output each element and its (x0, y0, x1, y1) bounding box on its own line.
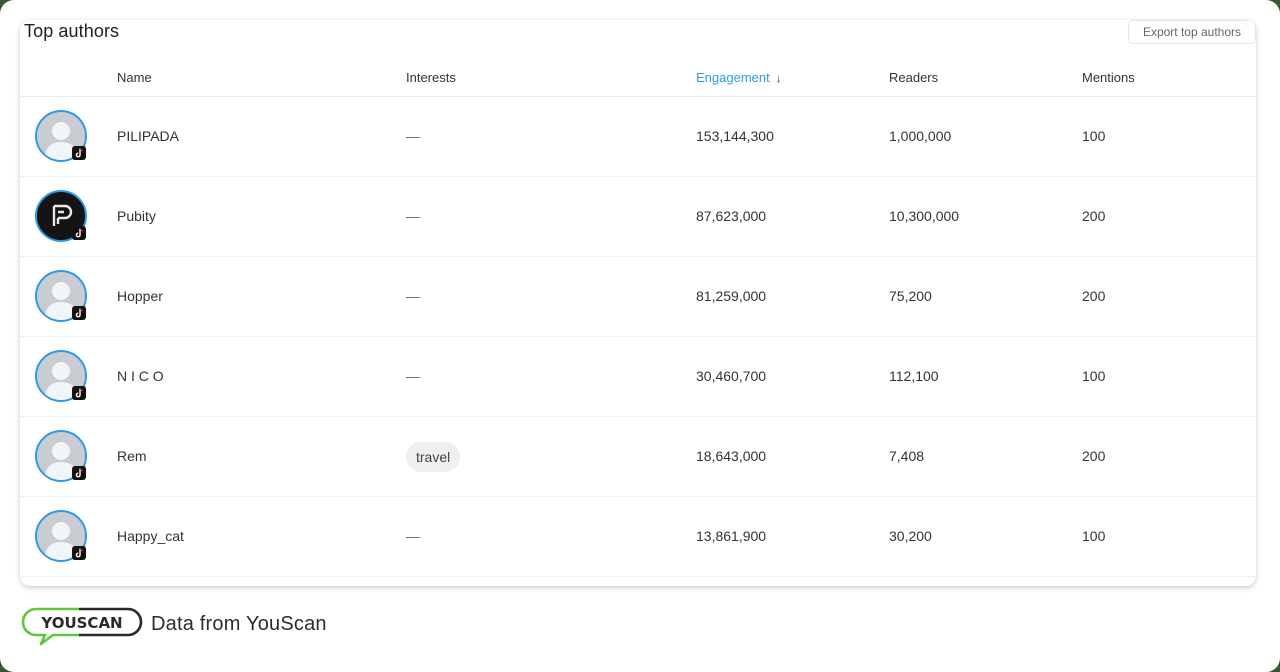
author-engagement: 13,861,900 (696, 528, 767, 544)
default-avatar-icon (45, 362, 77, 400)
author-name[interactable]: Happy_cat (117, 528, 184, 544)
author-engagement: 30,460,700 (696, 368, 767, 384)
table-row[interactable]: Hopper — 81,259,000 75,200 200 (20, 257, 1256, 337)
author-name[interactable]: N I C O (117, 368, 164, 384)
author-avatar[interactable] (35, 190, 87, 242)
author-interests: — (406, 208, 420, 224)
author-avatar[interactable] (35, 430, 87, 482)
column-header-engagement[interactable]: Engagement ↓ (696, 70, 782, 85)
author-name[interactable]: Hopper (117, 288, 163, 304)
pubity-logo-icon (52, 204, 73, 226)
sort-desc-icon: ↓ (775, 71, 782, 85)
tiktok-icon (72, 146, 86, 160)
tiktok-icon (72, 226, 86, 240)
table-body: PILIPADA — 153,144,300 1,000,000 100 Pub… (20, 97, 1256, 577)
author-interests: — (406, 128, 420, 144)
footer-attribution: YOUSCAN Data from YouScan (21, 606, 327, 652)
author-readers: 75,200 (889, 288, 932, 304)
author-engagement: 81,259,000 (696, 288, 767, 304)
author-readers: 7,408 (889, 448, 925, 464)
column-header-engagement-label: Engagement (696, 70, 770, 85)
svg-text:YOUSCAN: YOUSCAN (40, 614, 122, 632)
youscan-logo-icon: YOUSCAN (21, 607, 143, 646)
tiktok-icon (72, 386, 86, 400)
default-avatar-icon (45, 522, 77, 560)
default-avatar-icon (45, 122, 77, 160)
author-interests: — (406, 288, 420, 304)
author-mentions: 200 (1082, 448, 1106, 464)
table-row[interactable]: Happy_cat — 13,861,900 30,200 100 (20, 497, 1256, 577)
author-avatar[interactable] (35, 110, 87, 162)
author-engagement: 87,623,000 (696, 208, 767, 224)
default-avatar-icon (45, 442, 77, 480)
table-row[interactable]: Rem travel 18,643,000 7,408 200 (20, 417, 1256, 497)
author-name[interactable]: Rem (117, 448, 147, 464)
author-engagement: 153,144,300 (696, 128, 774, 144)
card-title: Top authors (24, 21, 120, 41)
column-header-name[interactable]: Name (117, 70, 152, 85)
author-engagement: 18,643,000 (696, 448, 767, 464)
column-header-readers[interactable]: Readers (889, 70, 939, 85)
author-readers: 10,300,000 (889, 208, 960, 224)
author-readers: 112,100 (889, 368, 939, 384)
tiktok-icon (72, 466, 86, 480)
author-readers: 30,200 (889, 528, 932, 544)
table-row[interactable]: PILIPADA — 153,144,300 1,000,000 100 (20, 97, 1256, 177)
author-avatar[interactable] (35, 510, 87, 562)
author-mentions: 100 (1082, 128, 1106, 144)
interest-tag-travel[interactable]: travel (406, 442, 461, 472)
tiktok-icon (72, 306, 86, 320)
author-mentions: 100 (1082, 368, 1106, 384)
author-name[interactable]: PILIPADA (117, 128, 179, 144)
export-top-authors-button[interactable]: Export top authors (1127, 20, 1256, 44)
author-interests: — (406, 528, 420, 544)
author-mentions: 200 (1082, 208, 1106, 224)
author-readers: 1,000,000 (889, 128, 952, 144)
column-header-mentions[interactable]: Mentions (1082, 70, 1135, 85)
top-authors-card: Top authors Export top authors Name Inte… (20, 20, 1256, 586)
tiktok-icon (72, 546, 86, 560)
author-mentions: 200 (1082, 288, 1106, 304)
author-name[interactable]: Pubity (117, 208, 156, 224)
author-mentions: 100 (1082, 528, 1106, 544)
table-row[interactable]: Pubity — 87,623,000 10,300,000 200 (20, 177, 1256, 257)
column-header-interests[interactable]: Interests (406, 70, 456, 85)
author-interests: — (406, 368, 420, 384)
table-header: Name Interests Engagement ↓ Readers Menti… (20, 60, 1256, 97)
table-row[interactable]: N I C O — 30,460,700 112,100 100 (20, 337, 1256, 417)
footer-text: Data from YouScan (151, 612, 327, 635)
default-avatar-icon (45, 282, 77, 320)
